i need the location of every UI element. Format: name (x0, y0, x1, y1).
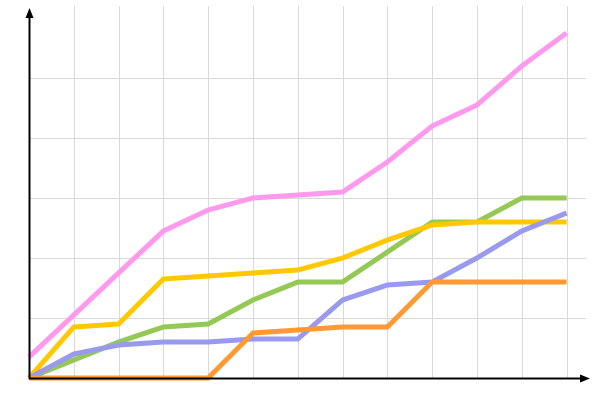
series-group (27, 30, 569, 381)
axis-group (25, 8, 590, 383)
y-axis-arrowhead (25, 8, 34, 18)
series-line-purple (27, 210, 568, 381)
series-line-yellow (27, 219, 567, 380)
series-line-green (28, 195, 567, 381)
series-line-orange (29, 279, 567, 381)
x-axis-arrowhead (580, 374, 590, 383)
series-line-pink (27, 30, 569, 359)
horizontal-gridlines (29, 78, 586, 319)
